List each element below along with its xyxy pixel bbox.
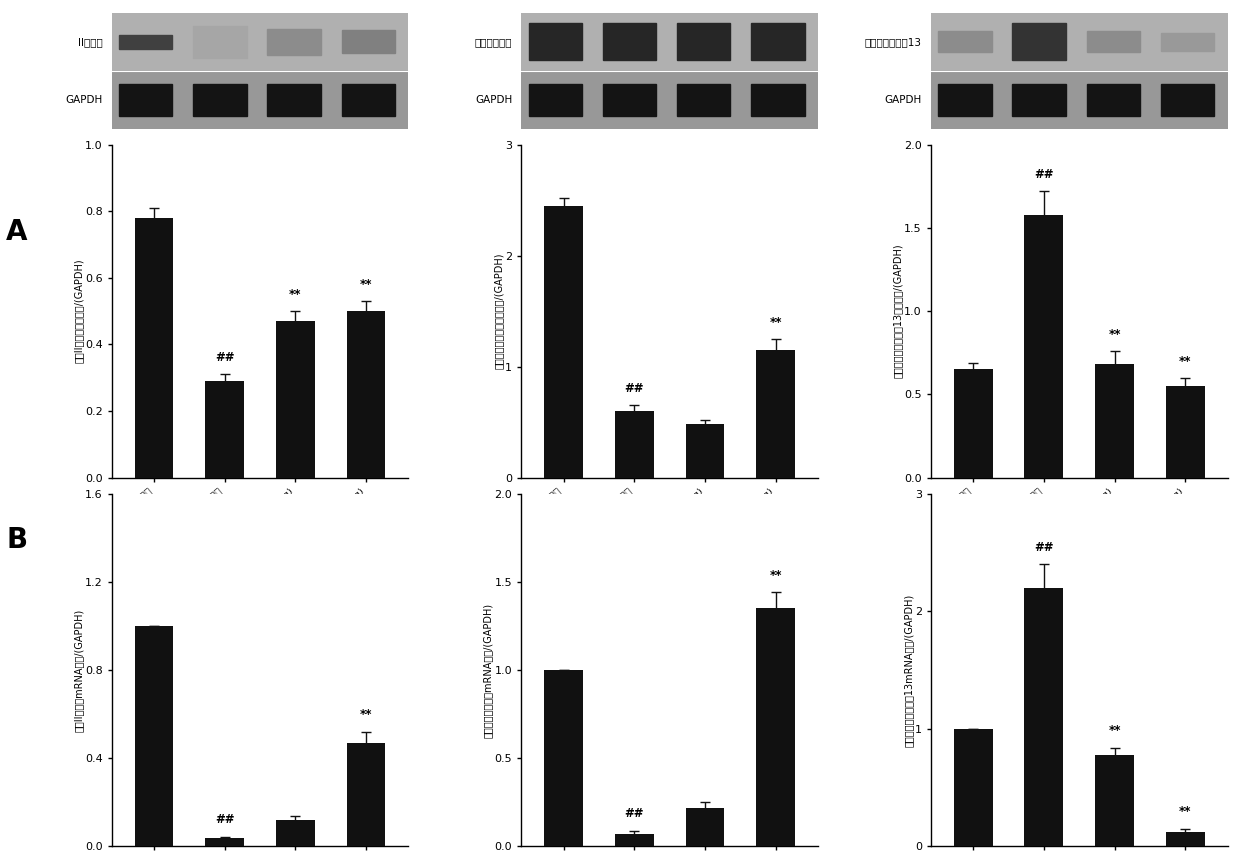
Bar (1161, 84, 1214, 116)
Bar (521, 71, 818, 129)
Bar (193, 26, 247, 58)
Text: **: ** (769, 569, 782, 581)
Text: **: ** (1179, 355, 1192, 368)
Text: GAPDH: GAPDH (66, 95, 103, 105)
Text: ##: ## (215, 351, 234, 364)
Text: II型胶原: II型胶原 (78, 37, 103, 47)
Bar (677, 84, 730, 116)
Bar (135, 626, 174, 846)
Text: ##: ## (625, 382, 644, 396)
Bar (277, 321, 315, 478)
Bar (1161, 32, 1214, 51)
Text: ##: ## (1034, 168, 1054, 181)
Bar (1024, 587, 1063, 846)
Text: B: B (6, 526, 27, 554)
Bar (939, 84, 992, 116)
Text: **: ** (360, 278, 372, 292)
Y-axis label: 相对软骨蛋白聚糖蛋白水平/(GAPDH): 相对软骨蛋白聚糖蛋白水平/(GAPDH) (494, 253, 503, 369)
Bar (342, 30, 396, 53)
Bar (521, 13, 818, 71)
Bar (1012, 23, 1066, 61)
Text: **: ** (1109, 328, 1121, 341)
Bar (277, 820, 315, 846)
Text: A: A (6, 218, 27, 246)
Bar (1086, 84, 1140, 116)
Bar (268, 84, 321, 116)
Bar (677, 23, 730, 61)
Y-axis label: 相对II型胶原mRNA水平/(GAPDH): 相对II型胶原mRNA水平/(GAPDH) (73, 609, 83, 732)
Bar (119, 35, 172, 49)
Bar (756, 350, 795, 478)
Bar (1166, 386, 1204, 478)
Bar (206, 838, 244, 846)
Bar (954, 369, 993, 478)
Bar (544, 206, 583, 478)
Bar (751, 84, 805, 116)
Text: ##: ## (625, 807, 644, 820)
Bar (686, 424, 724, 478)
Bar (268, 29, 321, 55)
Bar (1024, 215, 1063, 478)
Bar (603, 84, 656, 116)
Bar (954, 728, 993, 846)
Bar (931, 13, 1228, 71)
Y-axis label: 相对软骨蛋白聚糖mRNA水平/(GAPDH): 相对软骨蛋白聚糖mRNA水平/(GAPDH) (484, 603, 494, 738)
Bar (1166, 832, 1204, 846)
Text: 金属基质蛋白酶13: 金属基质蛋白酶13 (864, 37, 921, 47)
Bar (603, 23, 656, 61)
Y-axis label: 相对金属基质蛋白酶13mRNA水平/(GAPDH): 相对金属基质蛋白酶13mRNA水平/(GAPDH) (903, 593, 913, 746)
Bar (346, 311, 386, 478)
Bar (1095, 364, 1133, 478)
Text: GAPDH: GAPDH (475, 95, 512, 105)
Bar (544, 670, 583, 846)
Bar (686, 808, 724, 846)
Bar (1086, 32, 1140, 52)
Bar (135, 218, 174, 478)
Bar (756, 608, 795, 846)
Text: **: ** (360, 708, 372, 721)
Y-axis label: 相对金属基质蛋白酶13蛋白水平/(GAPDH): 相对金属基质蛋白酶13蛋白水平/(GAPDH) (893, 244, 903, 379)
Bar (615, 834, 653, 846)
Bar (528, 23, 582, 61)
Text: **: ** (1179, 805, 1192, 818)
Text: ##: ## (215, 813, 234, 826)
Text: 软骨蛋白聚糖: 软骨蛋白聚糖 (475, 37, 512, 47)
Bar (615, 411, 653, 478)
Y-axis label: 相对II型胶原蛋白水平/(GAPDH): 相对II型胶原蛋白水平/(GAPDH) (73, 259, 83, 363)
Text: **: ** (769, 315, 782, 329)
Bar (1012, 84, 1066, 116)
Bar (112, 71, 408, 129)
Text: **: ** (289, 288, 301, 301)
Bar (206, 381, 244, 478)
Bar (528, 84, 582, 116)
Bar (751, 23, 805, 61)
Bar (1095, 755, 1133, 846)
Bar (939, 32, 992, 52)
Bar (931, 71, 1228, 129)
Bar (119, 84, 172, 116)
Bar (346, 743, 386, 846)
Bar (193, 84, 247, 116)
Text: GAPDH: GAPDH (884, 95, 921, 105)
Bar (342, 84, 396, 116)
Text: ##: ## (1034, 540, 1054, 553)
Text: **: ** (1109, 724, 1121, 737)
Bar (112, 13, 408, 71)
